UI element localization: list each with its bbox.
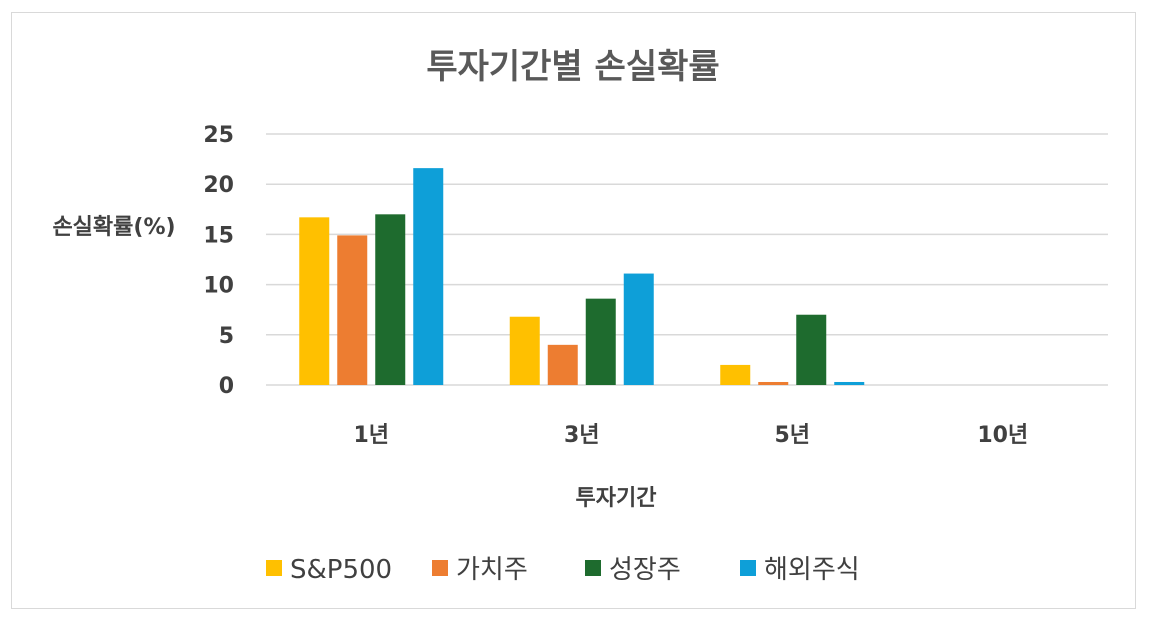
legend-label: 성장주 xyxy=(609,555,681,585)
bar xyxy=(413,168,444,385)
y-tick-labels: 0 5 10 15 20 25 xyxy=(203,123,234,399)
legend-swatch xyxy=(266,560,282,576)
y-tick-label: 15 xyxy=(203,223,234,248)
legend-label: 해외주식 xyxy=(764,555,860,585)
chart-title: 투자기간별 손실확률 xyxy=(426,47,719,87)
x-tick-label: 1년 xyxy=(353,423,389,448)
bar xyxy=(720,364,751,385)
legend-swatch xyxy=(432,560,448,576)
bar xyxy=(623,273,654,385)
bar xyxy=(585,298,616,385)
bar xyxy=(758,381,789,385)
x-tick-label: 10년 xyxy=(977,423,1028,448)
x-tick-label: 5년 xyxy=(774,423,810,448)
legend-swatch xyxy=(585,560,601,576)
y-tick-label: 10 xyxy=(203,274,234,299)
y-tick-label: 5 xyxy=(219,324,234,349)
bar xyxy=(299,217,330,385)
bars xyxy=(299,168,865,385)
x-tick-label: 3년 xyxy=(564,423,600,448)
bar xyxy=(375,214,406,385)
x-axis-title: 투자기간 xyxy=(576,486,657,511)
bar xyxy=(834,381,865,385)
bar xyxy=(796,314,827,385)
legend: S&P500 가치주 성장주 해외주식 xyxy=(266,555,860,585)
gridlines xyxy=(266,133,1108,386)
y-axis-title: 손실확률(%) xyxy=(52,215,175,240)
legend-swatch xyxy=(740,560,756,576)
y-tick-label: 25 xyxy=(203,123,234,148)
legend-label: 가치주 xyxy=(456,555,528,585)
bar xyxy=(547,344,578,385)
bar xyxy=(509,316,540,385)
bar xyxy=(337,235,368,385)
legend-label: S&P500 xyxy=(290,555,392,585)
y-tick-label: 20 xyxy=(203,173,234,198)
x-tick-labels: 1년 3년 5년 10년 xyxy=(353,423,1028,448)
y-tick-label: 0 xyxy=(219,374,234,399)
chart-frame xyxy=(11,12,1136,609)
